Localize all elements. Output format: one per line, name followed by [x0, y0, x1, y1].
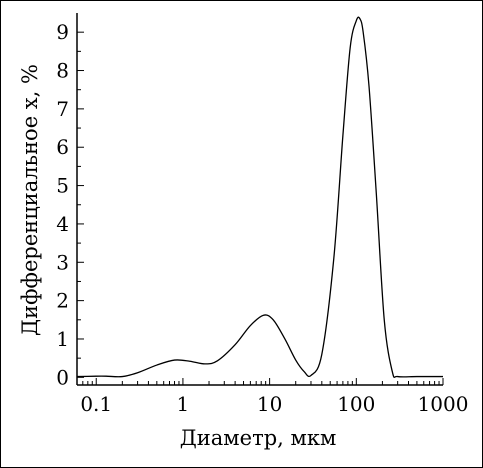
- y-axis-label: Дифференциальное x, %: [18, 64, 42, 336]
- y-tick-label: 3: [56, 250, 69, 274]
- x-ticks: 0.1 1 10 100 1000: [80, 378, 468, 416]
- y-tick-label: 8: [56, 59, 69, 83]
- x-tick-label: 0.1: [80, 392, 112, 416]
- y-tick-label: 7: [56, 97, 69, 121]
- y-ticks: 0 1 2 3 4 5 6 7 8 9: [56, 20, 84, 389]
- series-layer: [76, 16, 443, 378]
- y-tick-label: 1: [56, 327, 69, 351]
- x-axis-label: Диаметр, мкм: [180, 426, 337, 450]
- y-tick-label: 2: [56, 289, 69, 313]
- x-tick-label: 100: [337, 392, 375, 416]
- x-tick-label: 1000: [418, 392, 469, 416]
- plot-area: 0.1 1 10 100 1000 0 1 2 3 4 5 6 7 8 9: [56, 13, 468, 416]
- y-tick-label: 4: [56, 212, 69, 236]
- y-tick-label: 0: [56, 365, 69, 389]
- y-tick-label: 6: [56, 135, 69, 159]
- series-line: [76, 16, 443, 378]
- x-tick-label: 10: [257, 392, 282, 416]
- x-tick-label: 1: [177, 392, 190, 416]
- y-tick-label: 9: [56, 20, 69, 44]
- y-tick-label: 5: [56, 174, 69, 198]
